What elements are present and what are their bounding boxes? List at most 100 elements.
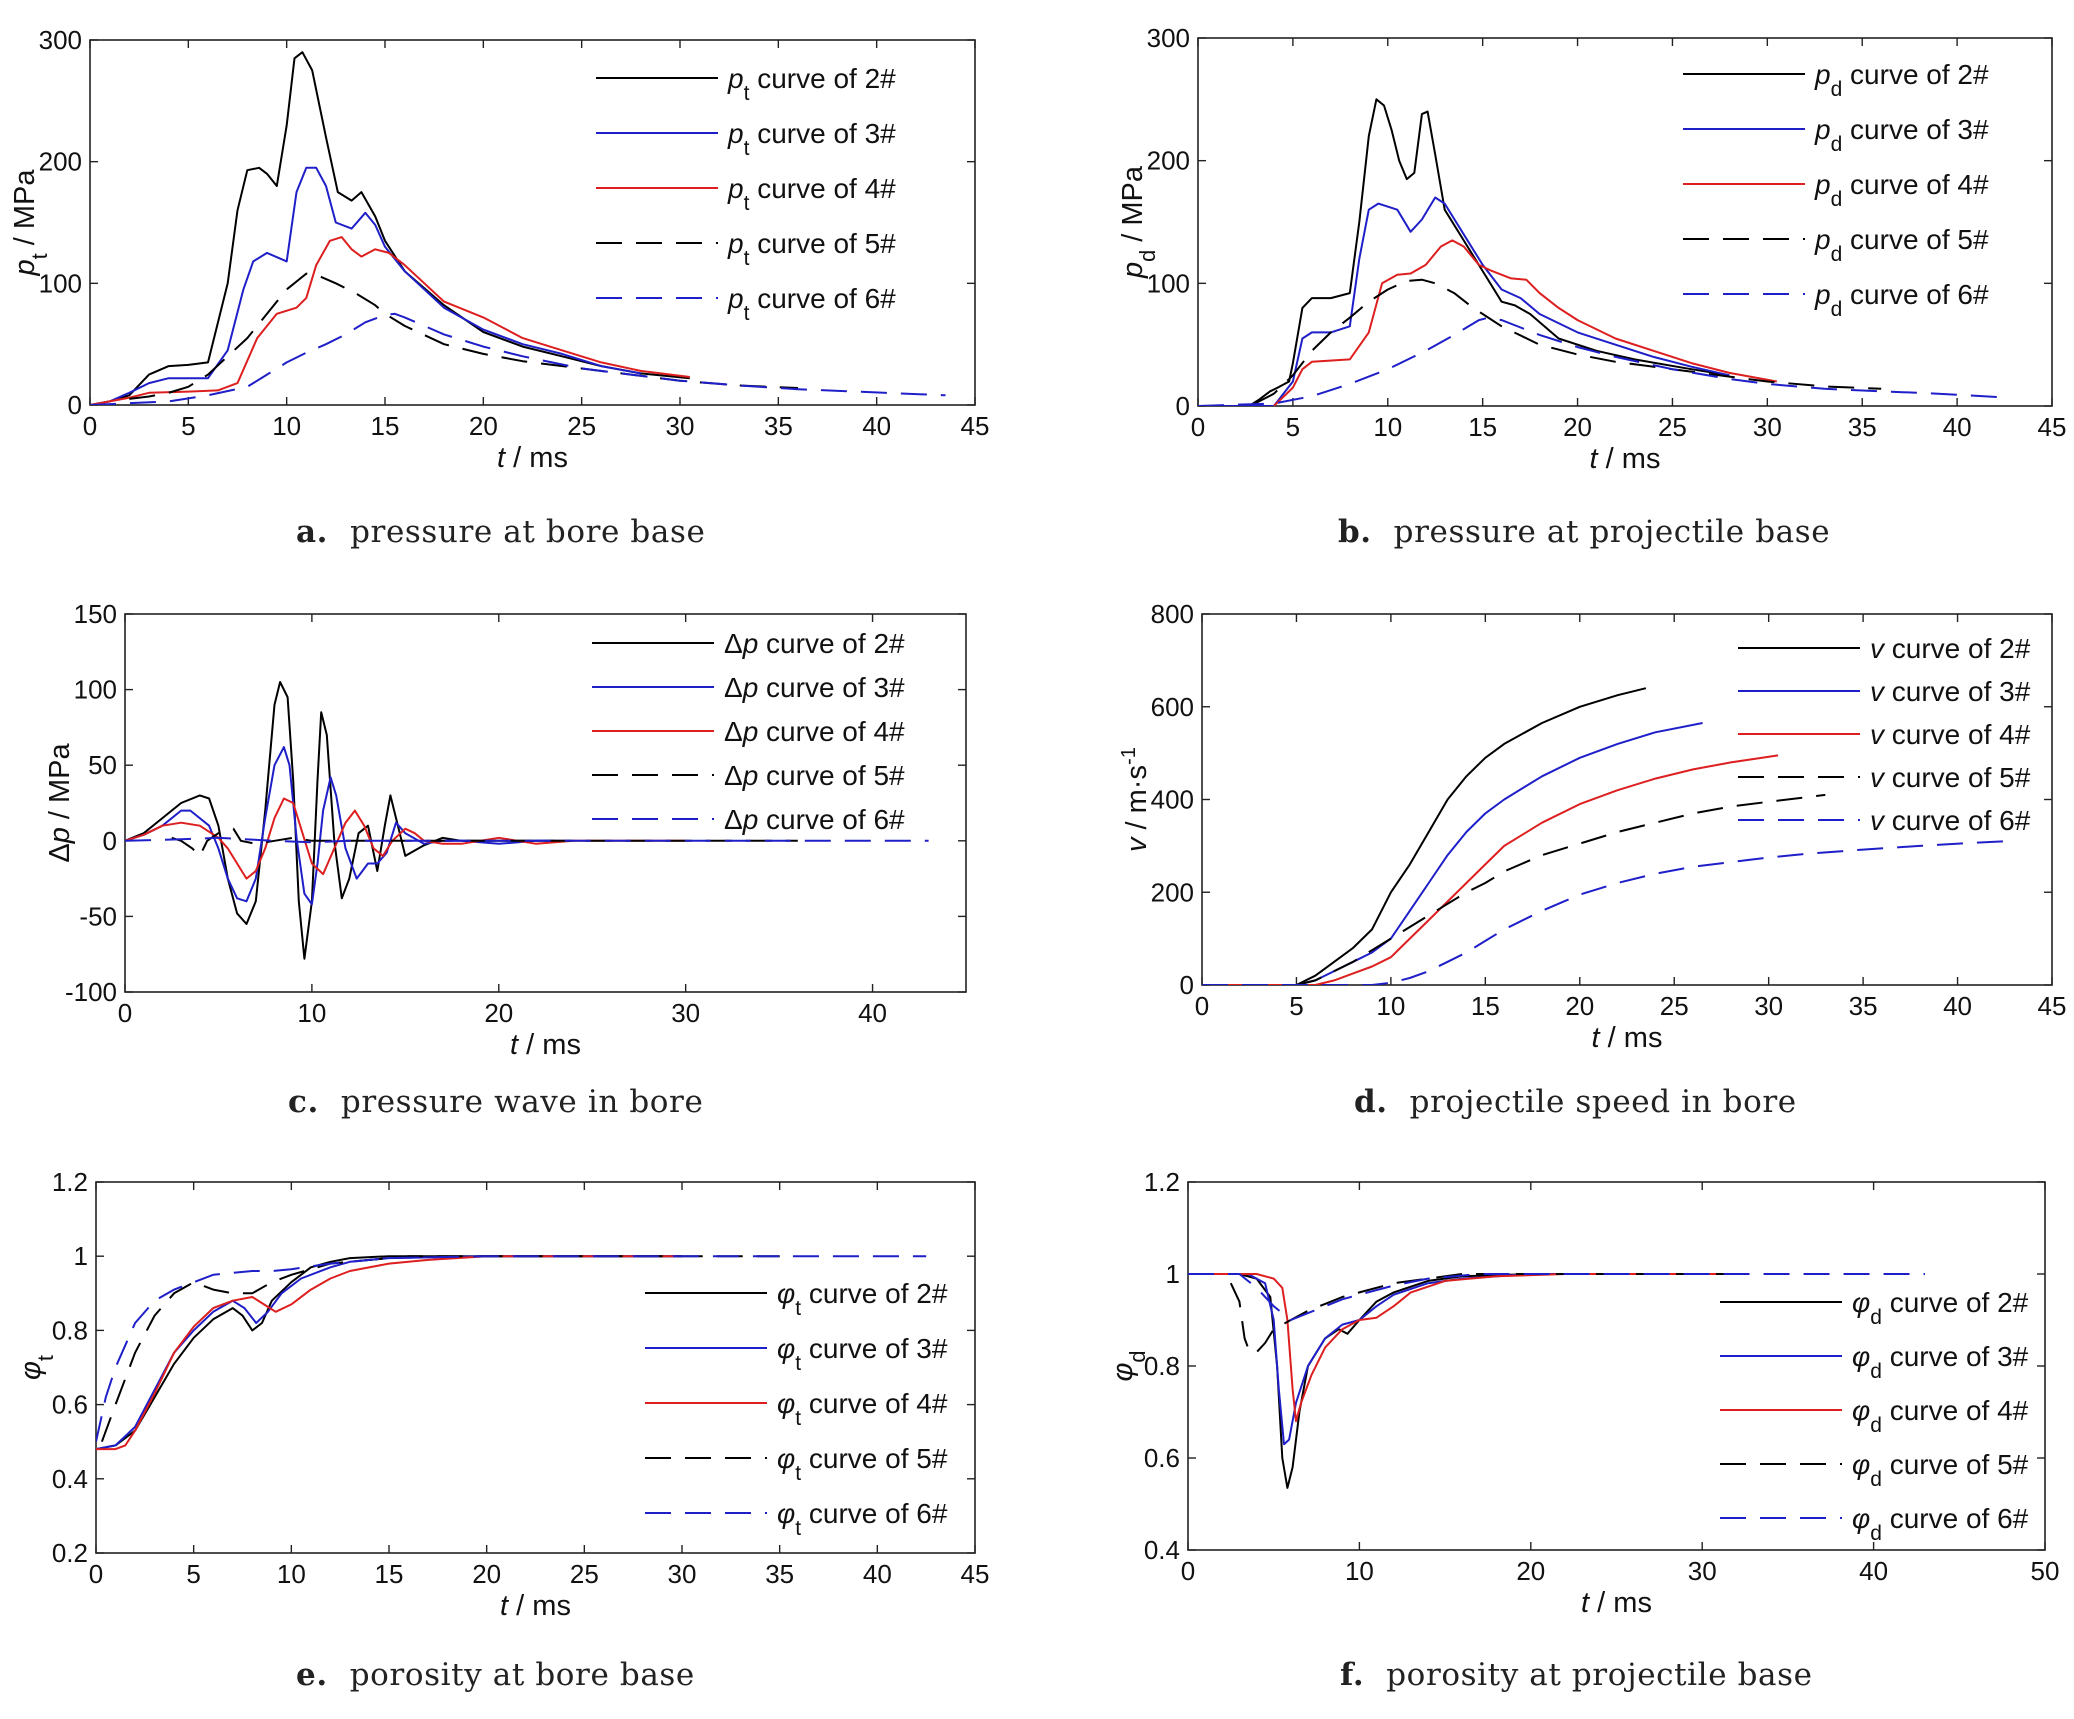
x-tick-label: 5 [1289, 991, 1303, 1021]
series-line-3 [96, 1255, 682, 1451]
legend-label: Δp curve of 4# [724, 716, 905, 747]
caption-letter: e. [296, 1657, 328, 1693]
plot-frame [124, 613, 967, 993]
x-tick-label: 5 [181, 411, 195, 441]
caption-text: pressure wave in bore [340, 1084, 704, 1120]
legend-label: v curve of 5# [1870, 762, 2031, 793]
x-tick-label: 20 [484, 998, 513, 1028]
x-tick-label: 45 [961, 1559, 990, 1589]
y-tick-label: 300 [1147, 23, 1190, 53]
x-tick-label: 5 [186, 1559, 200, 1589]
caption-text: projectile speed in bore [1409, 1084, 1797, 1120]
x-tick-label: 5 [1286, 412, 1300, 442]
series-line-2 [1248, 98, 1730, 406]
series-line-6 [125, 836, 929, 844]
x-tick-label: 25 [567, 411, 596, 441]
legend-label: Δp curve of 2# [724, 628, 905, 659]
legend-label: φd curve of 6# [1852, 1503, 2029, 1545]
x-tick-label: 30 [668, 1559, 697, 1589]
series-line-5 [171, 827, 798, 857]
series-line-4 [90, 236, 690, 405]
series-line-2 [1188, 1273, 1703, 1489]
y-tick-label: 0 [68, 390, 82, 420]
caption-a: a. pressure at bore base [296, 514, 705, 550]
series-line-6 [96, 1255, 927, 1442]
y-axis-label: Δp / MPa [44, 742, 76, 862]
y-tick-label: 800 [1151, 599, 1194, 629]
x-axis-label: t / ms [500, 1590, 571, 1622]
y-tick-label: -50 [79, 901, 117, 931]
x-tick-label: 0 [89, 1559, 103, 1589]
chart-d: 0 5 10 15 20 25 30 35 40 45 0 200 400 600 800 t / ms v /… [1118, 599, 2066, 1054]
y-tick-label: 0.6 [1144, 1443, 1180, 1473]
x-tick-label: 10 [1373, 412, 1402, 442]
x-tick-label: 25 [1660, 991, 1689, 1021]
y-tick-label: 1.2 [1144, 1167, 1180, 1197]
y-tick-label: 0.8 [52, 1315, 88, 1345]
series-line-6 [1202, 839, 2015, 985]
x-tick-label: 20 [1516, 1556, 1545, 1586]
series-line-2 [96, 1255, 682, 1451]
y-tick-label: 600 [1151, 692, 1194, 722]
x-tick-label: 40 [863, 1559, 892, 1589]
caption-f: f. porosity at projectile base [1340, 1657, 1813, 1693]
legend-label: v curve of 3# [1870, 676, 2031, 707]
y-tick-label: 100 [39, 268, 82, 298]
series-line-3 [125, 746, 574, 906]
x-tick-label: 30 [666, 411, 695, 441]
y-tick-label: 100 [1147, 268, 1190, 298]
legend-label: v curve of 2# [1870, 633, 2031, 664]
legend-label: φt curve of 2# [777, 1278, 948, 1320]
y-tick-label: 0.4 [52, 1464, 88, 1494]
x-tick-label: 45 [2038, 991, 2067, 1021]
series-line-5 [1254, 278, 1882, 405]
x-tick-label: 25 [570, 1559, 599, 1589]
caption-text: porosity at bore base [349, 1657, 695, 1693]
legend-label: pt curve of 2# [727, 63, 896, 105]
legend-label: pd curve of 5# [1814, 224, 1989, 266]
plot-frame [1201, 613, 2053, 986]
x-tick-label: 20 [472, 1559, 501, 1589]
y-tick-label: 200 [1147, 146, 1190, 176]
legend-label: φt curve of 3# [777, 1333, 948, 1375]
x-tick-label: 0 [1181, 1556, 1195, 1586]
x-axis-label: t / ms [1590, 443, 1661, 475]
x-tick-label: 0 [1195, 991, 1209, 1021]
chart-e: 0 5 10 15 20 25 30 35 40 45 0.2 0.4 0.6 0.8 1 1.2 t / ms… [15, 1167, 989, 1622]
caption-e: e. porosity at bore base [296, 1657, 695, 1693]
x-tick-label: 40 [1943, 412, 1972, 442]
caption-letter: f. [1340, 1657, 1365, 1693]
x-tick-label: 20 [469, 411, 498, 441]
series-line-4 [1202, 754, 1779, 985]
legend-label: pd curve of 3# [1814, 114, 1989, 156]
x-tick-label: 10 [1376, 991, 1405, 1021]
x-tick-label: 40 [1859, 1556, 1888, 1586]
x-tick-label: 30 [1754, 991, 1783, 1021]
y-tick-label: 200 [39, 147, 82, 177]
y-tick-label: 100 [74, 675, 117, 705]
y-tick-label: 0.2 [52, 1538, 88, 1568]
series-line-3 [1198, 196, 1730, 406]
legend-label: Δp curve of 5# [724, 760, 905, 791]
x-axis-label: t / ms [510, 1029, 581, 1061]
x-tick-label: 40 [862, 411, 891, 441]
y-tick-label: 0.4 [1144, 1535, 1180, 1565]
y-tick-label: 0.6 [52, 1390, 88, 1420]
x-tick-label: 40 [1943, 991, 1972, 1021]
x-tick-label: 45 [961, 411, 990, 441]
y-tick-label: 1 [1166, 1259, 1180, 1289]
legend-label: pd curve of 2# [1814, 59, 1989, 101]
x-tick-label: 45 [2038, 412, 2067, 442]
legend-label: pt curve of 5# [727, 228, 896, 270]
y-tick-label: 150 [74, 599, 117, 629]
legend-label: φd curve of 5# [1852, 1449, 2029, 1491]
caption-letter: b. [1338, 514, 1372, 550]
x-tick-label: 15 [371, 411, 400, 441]
x-tick-label: 30 [1688, 1556, 1717, 1586]
series-line-4 [1273, 239, 1777, 406]
y-axis-label: φt [15, 1355, 58, 1380]
caption-text: pressure at bore base [350, 514, 706, 550]
x-tick-label: 35 [1849, 991, 1878, 1021]
series-line-4 [125, 797, 686, 880]
